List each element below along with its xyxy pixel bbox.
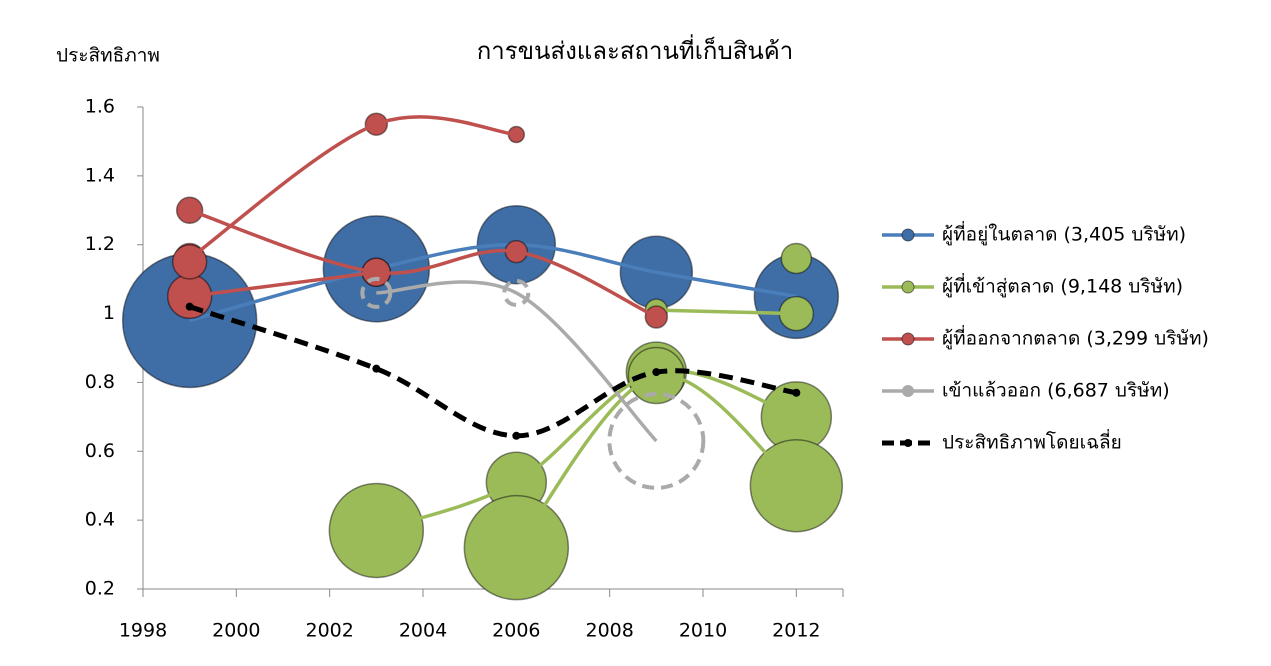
series-line xyxy=(188,304,797,439)
series-line xyxy=(376,280,658,443)
x-tick-label: 2006 xyxy=(492,620,540,642)
y-tick-label: 1.6 xyxy=(85,96,115,118)
x-tick-label: 2010 xyxy=(679,620,727,642)
legend-label: ผู้ที่อยู่ในตลาด (3,405 บริษัท) xyxy=(942,221,1186,246)
y-tick-label: 1.2 xyxy=(85,233,115,255)
x-tick-label: 2004 xyxy=(399,620,447,642)
bubble xyxy=(502,278,531,307)
x-tick-label: 2008 xyxy=(585,620,633,642)
x-tick-label: 2000 xyxy=(212,620,260,642)
x-tick-label: 2002 xyxy=(305,620,353,642)
x-tick-label: 1998 xyxy=(119,620,167,642)
y-tick-label: 0.6 xyxy=(85,440,115,462)
legend-marker xyxy=(902,385,914,397)
y-tick-label: 0.2 xyxy=(85,578,115,600)
legend-marker xyxy=(904,439,912,447)
x-tick-label: 2012 xyxy=(772,620,820,642)
legend-marker xyxy=(901,332,915,346)
legend-marker xyxy=(901,280,915,294)
series-line xyxy=(375,368,797,533)
series-line xyxy=(656,308,797,316)
y-tick-label: 1 xyxy=(103,302,115,324)
legend-label: ผู้ที่เข้าสู่ตลาด (9,148 บริษัท) xyxy=(942,273,1183,298)
series-line xyxy=(189,208,658,319)
bubble xyxy=(607,391,706,490)
y-axis-label: ประสิทธิภาพ xyxy=(56,45,160,67)
series-line xyxy=(189,270,377,299)
legend-label: ผู้ที่ออกจากตลาด (3,299 บริษัท) xyxy=(942,325,1209,350)
legend-marker xyxy=(901,228,915,242)
legend-label: เข้าแล้วออก (6,687 บริษัท) xyxy=(942,380,1170,402)
chart-title: การขนส่งและสถานที่เก็บสินค้า xyxy=(477,34,794,65)
y-tick-label: 1.4 xyxy=(85,164,115,186)
y-tick-label: 0.8 xyxy=(85,371,115,393)
legend-label: ประสิทธิภาพโดยเฉลี่ย xyxy=(942,429,1122,454)
y-tick-label: 0.4 xyxy=(85,509,115,531)
bubble xyxy=(780,242,813,275)
